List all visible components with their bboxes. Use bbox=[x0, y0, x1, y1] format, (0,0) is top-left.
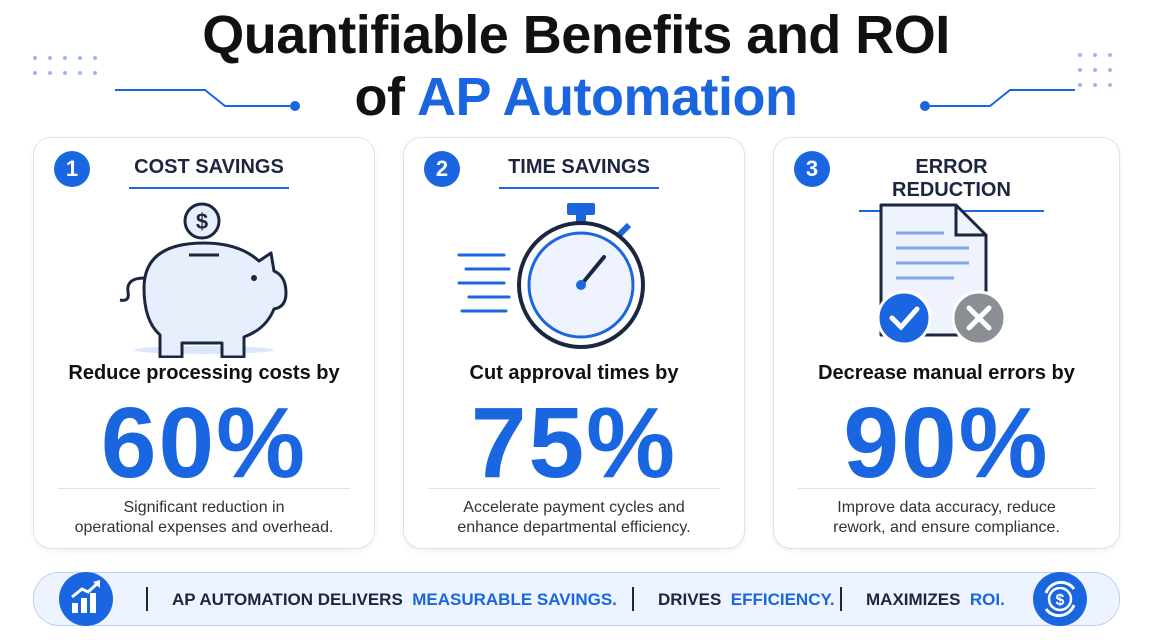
card-stat: 75% bbox=[470, 387, 678, 499]
desc-line: Accelerate payment cycles and bbox=[463, 499, 685, 516]
footer-segment: DRIVES EFFICIENCY. bbox=[658, 590, 835, 610]
card: 2 TIME SAVINGS Cut approval times by 75%… bbox=[403, 137, 745, 549]
document-icon bbox=[876, 203, 1007, 346]
card-number: 2 bbox=[424, 151, 460, 187]
desc-line: rework, and ensure compliance. bbox=[833, 519, 1060, 536]
divider bbox=[840, 587, 842, 611]
card-lead: Cut approval times by bbox=[469, 362, 679, 384]
desc-line: operational expenses and overhead. bbox=[74, 519, 334, 536]
decor bbox=[33, 53, 1112, 111]
stopwatch-icon bbox=[457, 203, 645, 349]
svg-text:$: $ bbox=[1056, 592, 1065, 609]
card-heading: TIME SAVINGS bbox=[499, 156, 659, 189]
card: 1 COST SAVINGS $ Reduce processing costs… bbox=[33, 137, 375, 549]
card-lead: Decrease manual errors by bbox=[818, 362, 1075, 384]
footer-highlight: EFFICIENCY. bbox=[730, 590, 835, 609]
card-description: Significant reduction in operational expe… bbox=[34, 498, 374, 538]
piggy-icon: $ bbox=[119, 202, 288, 358]
card: 3 ERROR REDUCTION Decrease manual errors… bbox=[773, 137, 1120, 549]
card-stat: 60% bbox=[100, 387, 308, 499]
title: of AP Automation bbox=[0, 66, 1152, 128]
card-lead: Reduce processing costs by bbox=[68, 362, 340, 384]
separator bbox=[428, 488, 720, 489]
footer-text: AP AUTOMATION DELIVERS bbox=[172, 590, 403, 609]
title-highlight: AP Automation bbox=[416, 67, 798, 127]
growth-icon bbox=[59, 572, 113, 626]
card-number: 3 bbox=[794, 151, 830, 187]
card-number: 1 bbox=[54, 151, 90, 187]
footer-highlight: ROI. bbox=[969, 590, 1005, 609]
footer-bar: AP AUTOMATION DELIVERS MEASURABLE SAVING… bbox=[33, 572, 1120, 626]
footer-segment: AP AUTOMATION DELIVERS MEASURABLE SAVING… bbox=[172, 590, 617, 610]
title-prefix: of bbox=[354, 67, 405, 127]
title: Quantifiable Benefits and ROI bbox=[202, 5, 950, 65]
card-heading: COST SAVINGS bbox=[129, 156, 289, 189]
svg-text:$: $ bbox=[196, 209, 208, 234]
card-stat: 90% bbox=[843, 387, 1050, 499]
separator bbox=[798, 488, 1095, 489]
separator bbox=[58, 488, 350, 489]
desc-line: enhance departmental efficiency. bbox=[457, 519, 691, 536]
card-description: Improve data accuracy, reduce rework, and… bbox=[774, 498, 1119, 538]
footer-segment: MAXIMIZES ROI. bbox=[866, 590, 1005, 610]
footer-highlight: MEASURABLE SAVINGS. bbox=[412, 590, 617, 609]
footer-text: MAXIMIZES bbox=[866, 590, 961, 609]
card-heading: ERROR REDUCTION bbox=[859, 156, 1044, 212]
desc-line: Significant reduction in bbox=[123, 499, 285, 516]
card-description: Accelerate payment cycles and enhance dep… bbox=[404, 498, 744, 538]
desc-line: Improve data accuracy, reduce bbox=[837, 499, 1056, 516]
divider bbox=[146, 587, 148, 611]
roi-icon: $ bbox=[1033, 572, 1087, 626]
footer-text: DRIVES bbox=[658, 590, 722, 609]
divider bbox=[632, 587, 634, 611]
